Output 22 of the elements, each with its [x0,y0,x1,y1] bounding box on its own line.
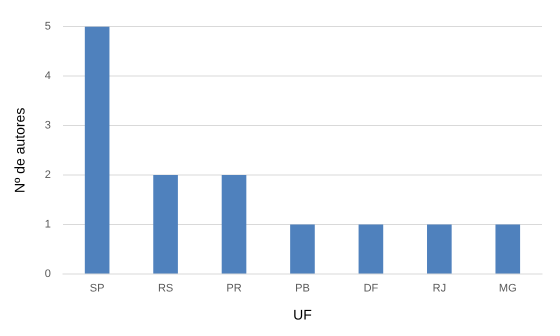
bar [495,224,520,274]
x-tick-label: MG [498,282,517,295]
y-tick-label: 1 [44,218,51,231]
x-tick-label: PR [226,282,242,295]
x-tick-label: DF [364,282,379,295]
y-axis-title: Nº de autores [11,108,28,193]
x-tick-label: SP [90,282,104,295]
y-tick-label: 4 [44,70,51,82]
x-tick-label: PB [295,282,310,295]
y-tick-label: 5 [44,20,51,33]
bar [427,224,452,274]
y-tick-label: 0 [44,268,51,280]
y-tick-label: 3 [44,120,51,132]
bar [84,26,110,274]
x-tick-label: RS [158,282,174,295]
bar [358,224,384,274]
y-tick-label: 2 [44,169,51,182]
bar [153,175,178,274]
bar [222,175,246,274]
x-axis-title: UF [293,306,312,322]
x-tick-label: RJ [432,282,446,295]
bar [290,224,315,274]
